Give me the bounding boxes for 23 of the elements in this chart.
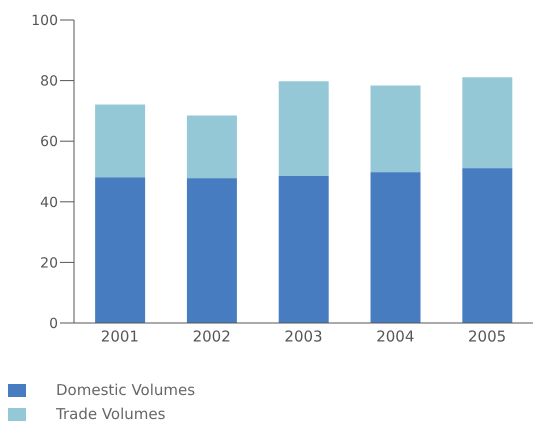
x-tick-label: 2002 bbox=[192, 328, 231, 346]
x-tick-label: 2004 bbox=[376, 328, 414, 346]
x-tick-label: 2005 bbox=[468, 328, 506, 346]
bar bbox=[95, 177, 146, 323]
x-tick-label: 2003 bbox=[284, 328, 323, 346]
y-tick-label: 80 bbox=[40, 74, 58, 90]
y-tick-label: 20 bbox=[40, 255, 58, 272]
bar bbox=[278, 81, 329, 176]
bar bbox=[462, 77, 512, 168]
legend-label: Trade Volumes bbox=[56, 405, 166, 423]
bar bbox=[186, 115, 237, 178]
bar bbox=[186, 178, 237, 323]
bar bbox=[370, 85, 421, 172]
bar bbox=[370, 172, 421, 323]
y-tick-label: 100 bbox=[31, 12, 58, 29]
y-tick-label: 60 bbox=[40, 134, 58, 150]
bar bbox=[462, 168, 512, 323]
legend-label: Domestic Volumes bbox=[56, 381, 196, 399]
bar bbox=[278, 176, 329, 323]
y-tick-label: 40 bbox=[40, 194, 58, 211]
x-tick-label: 2001 bbox=[100, 328, 139, 346]
bar bbox=[95, 104, 146, 178]
y-tick-label: 0 bbox=[49, 316, 58, 332]
